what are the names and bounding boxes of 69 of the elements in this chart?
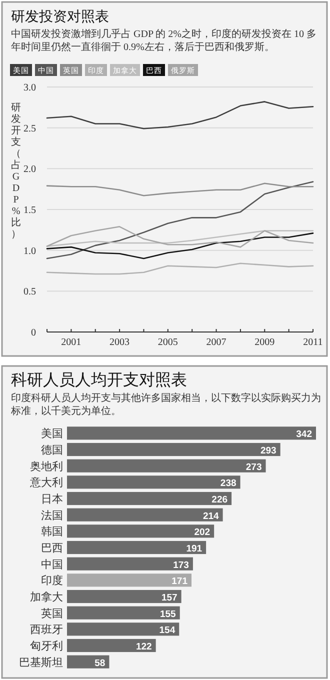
chart-title: 科研人员人均开支对照表 bbox=[11, 370, 187, 389]
data-label: 202 bbox=[194, 527, 210, 538]
x-tick-label: 2009 bbox=[254, 337, 275, 348]
y-tick-label: 1.5 bbox=[24, 205, 36, 216]
line-series bbox=[46, 230, 314, 247]
bar bbox=[67, 574, 192, 587]
data-label: 226 bbox=[212, 494, 228, 506]
bar bbox=[67, 540, 206, 554]
data-label: 155 bbox=[160, 608, 177, 620]
data-label: 122 bbox=[136, 642, 152, 652]
y-tick-label: 西班牙 bbox=[30, 623, 63, 636]
chart-title: 研发投资对照表 bbox=[11, 9, 109, 25]
x-tick-label: 2011 bbox=[303, 337, 323, 348]
bar bbox=[67, 459, 266, 472]
data-label: 154 bbox=[159, 625, 176, 636]
y-tick-label: 美国 bbox=[41, 427, 63, 440]
x-tick-label: 2003 bbox=[110, 337, 130, 348]
y-tick-label: 巴基斯坦 bbox=[19, 656, 63, 669]
bar bbox=[67, 442, 280, 456]
data-label: 238 bbox=[220, 478, 236, 490]
bar bbox=[67, 638, 156, 652]
data-label: 191 bbox=[186, 544, 203, 554]
y-tick-label: 德国 bbox=[41, 444, 63, 456]
line-series bbox=[46, 181, 314, 260]
bar bbox=[67, 476, 240, 489]
y-tick-label: 1.0 bbox=[24, 246, 36, 257]
y-tick-label: 3.0 bbox=[24, 82, 36, 94]
y-tick-label: 2.5 bbox=[24, 123, 36, 134]
y-tick-label: 印度 bbox=[41, 574, 63, 588]
y-tick-label: 匈牙利 bbox=[30, 640, 63, 652]
line-series bbox=[46, 182, 314, 196]
y-tick-label: 0 bbox=[31, 328, 36, 338]
chart-subtitle: 印度科研人员人均开支与其他许多国家相当，以下数字以实际购买力为标准，以千美元为单位。 bbox=[10, 392, 321, 417]
bar bbox=[67, 508, 223, 522]
data-label: 58 bbox=[94, 658, 106, 669]
data-label: 157 bbox=[161, 592, 178, 604]
y-tick-label: 英国 bbox=[41, 606, 63, 620]
data-label: 273 bbox=[246, 462, 262, 473]
bar bbox=[67, 622, 180, 636]
line-series bbox=[46, 226, 314, 248]
line-series bbox=[46, 101, 314, 130]
y-tick-label: 加拿大 bbox=[30, 590, 63, 604]
bar bbox=[67, 426, 316, 440]
y-tick-label: 法国 bbox=[41, 508, 63, 522]
y-tick-label: 巴西 bbox=[41, 542, 63, 554]
data-label: 214 bbox=[202, 510, 220, 522]
bar bbox=[67, 492, 232, 506]
data-label: 342 bbox=[296, 429, 312, 440]
bar bbox=[67, 606, 180, 620]
x-tick-label: 2005 bbox=[158, 337, 178, 348]
text: 研发开支（占 GDP%比） bbox=[11, 102, 21, 240]
line-series bbox=[46, 262, 314, 275]
bar bbox=[67, 557, 193, 570]
y-tick-label: 奥地利 bbox=[30, 460, 63, 473]
line-series bbox=[46, 232, 314, 260]
data-label: 173 bbox=[173, 560, 189, 571]
y-tick-label: 意大利 bbox=[29, 476, 63, 490]
y-tick-label: 0.5 bbox=[24, 286, 36, 298]
bar bbox=[67, 590, 182, 604]
data-label: 171 bbox=[172, 576, 188, 588]
y-tick-label: 中国 bbox=[41, 558, 63, 571]
x-tick-label: 2007 bbox=[206, 337, 226, 348]
chart-subtitle: 中国研发投资激增到几乎占 GDP 的 2%之时，印度的研发投资在 10 多年时间里仍然一直徘徊于 0.9%左右，落后于巴西和俄罗斯。 bbox=[11, 28, 316, 53]
y-tick-label: 2.0 bbox=[24, 164, 36, 176]
bar bbox=[67, 524, 214, 538]
y-tick-label: 韩国 bbox=[41, 525, 63, 538]
y-tick-label: 日本 bbox=[41, 492, 63, 506]
x-tick-label: 2001 bbox=[61, 337, 82, 348]
data-label: 293 bbox=[260, 446, 276, 456]
